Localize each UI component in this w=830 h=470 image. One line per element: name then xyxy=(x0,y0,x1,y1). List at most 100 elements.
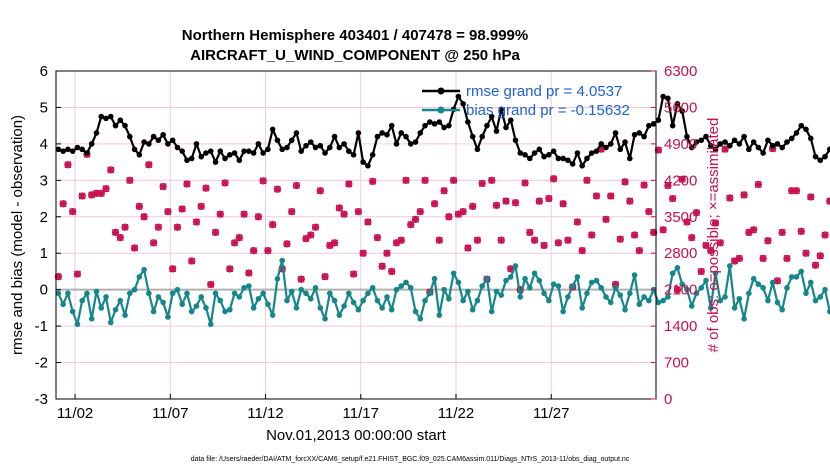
rmse-point xyxy=(231,150,238,156)
obs-assimilated-point xyxy=(507,265,515,273)
obs-assimilated-point xyxy=(521,179,529,187)
bias-point xyxy=(717,297,724,304)
rmse-point xyxy=(203,150,209,156)
legend-bias-label: bias grand pr = -0.15632 xyxy=(466,102,630,119)
rmse-point xyxy=(117,117,124,123)
obs-assimilated-point xyxy=(364,218,372,226)
obs-assimilated-point xyxy=(735,254,743,262)
y-right-tick-label: 4900 xyxy=(664,136,697,153)
obs-assimilated-point xyxy=(650,228,658,236)
bias-point xyxy=(679,281,685,288)
obs-assimilated-point xyxy=(688,234,696,242)
rmse-point xyxy=(384,131,390,138)
rmse-point xyxy=(331,133,338,140)
obs-assimilated-point xyxy=(821,231,829,239)
rmse-series xyxy=(55,93,830,169)
bias-point xyxy=(69,308,76,315)
y-left-tick-label: 4 xyxy=(40,136,48,153)
obs-assimilated-point xyxy=(773,277,781,285)
rmse-point xyxy=(236,157,243,164)
rmse-point xyxy=(636,130,643,136)
rmse-point xyxy=(179,148,185,154)
rmse-point xyxy=(107,113,114,120)
bias-point xyxy=(131,286,138,293)
obs-assimilated-point xyxy=(78,192,86,200)
bias-point xyxy=(822,286,828,293)
bias-point xyxy=(736,295,743,302)
bias-point xyxy=(107,319,114,326)
y-axis-right-label: # of obs: o=possible; ×=assimilated xyxy=(705,118,722,353)
x-tick-label: 11/02 xyxy=(57,405,93,422)
obs-assimilated-point xyxy=(178,205,186,213)
bias-point xyxy=(807,279,814,286)
bias-point xyxy=(660,297,666,304)
rmse-point xyxy=(703,133,709,140)
rmse-point xyxy=(646,122,652,129)
rmse-point xyxy=(612,130,619,136)
obs-assimilated-point xyxy=(664,182,672,190)
obs-assimilated-point xyxy=(621,178,629,186)
bias-point xyxy=(655,299,662,306)
bias-point xyxy=(698,285,705,291)
bias-point xyxy=(293,305,300,311)
rmse-point xyxy=(584,155,590,162)
obs-assimilated-point xyxy=(354,208,362,216)
obs-assimilated-point xyxy=(369,177,377,185)
rmse-point xyxy=(469,133,476,140)
obs-assimilated-point xyxy=(526,228,534,236)
obs-assimilated-point xyxy=(216,210,224,218)
obs-assimilated-point xyxy=(321,273,329,281)
bias-point xyxy=(74,321,81,328)
bias-point xyxy=(312,285,319,291)
bias-point xyxy=(665,294,671,300)
bias-point xyxy=(403,279,409,286)
obs-assimilated-point xyxy=(97,189,105,197)
bias-point xyxy=(150,308,157,315)
obs-assimilated-point xyxy=(802,249,810,257)
bias-point xyxy=(541,290,547,297)
y-left-tick-label: 1 xyxy=(40,245,48,262)
bias-point xyxy=(207,321,214,328)
bias-point xyxy=(765,297,771,304)
rmse-point xyxy=(365,162,371,169)
obs-assimilated-point xyxy=(531,236,539,244)
rmse-point xyxy=(460,101,466,107)
x-tick-label: 11/07 xyxy=(152,405,188,422)
obs-assimilated-point xyxy=(702,241,710,249)
bias-point xyxy=(793,274,800,280)
obs-assimilated-point xyxy=(473,236,481,244)
bias-point xyxy=(174,286,181,293)
x-axis-label: Nov.01,2013 00:00:00 start xyxy=(266,427,447,444)
bias-point xyxy=(84,290,90,297)
obs-assimilated-point xyxy=(669,195,677,203)
rmse-point xyxy=(817,157,824,164)
bias-point xyxy=(707,305,714,311)
x-axis-ticks: 11/02 11/07 11/12 11/17 11/22 11/27 xyxy=(57,394,569,422)
bias-point xyxy=(227,306,233,313)
bias-point xyxy=(779,306,785,313)
bias-point xyxy=(788,274,795,280)
obs-assimilated-point xyxy=(59,200,67,208)
bias-point xyxy=(165,314,171,320)
obs-assimilated-point xyxy=(654,146,662,154)
obs-assimilated-point xyxy=(331,239,339,247)
bias-point xyxy=(103,294,109,300)
obs-assimilated-point xyxy=(792,187,800,195)
bias-point xyxy=(703,277,709,284)
bias-point xyxy=(503,277,509,284)
bias-point xyxy=(241,285,247,291)
y-right-tick-label: 2800 xyxy=(664,245,697,262)
obs-assimilated-point xyxy=(488,176,496,184)
rmse-point xyxy=(765,137,771,144)
obs-assimilated-point xyxy=(454,210,462,218)
rmse-point xyxy=(112,122,119,129)
rmse-point xyxy=(255,141,262,147)
obs-assimilated-point xyxy=(340,210,348,218)
rmse-point xyxy=(350,152,357,158)
obs-assimilated-point xyxy=(726,194,734,202)
obs-assimilated-point xyxy=(245,269,253,277)
y-right-tick-label: 1400 xyxy=(664,318,697,335)
bias-point xyxy=(769,279,776,286)
y-right-tick-label: 700 xyxy=(664,355,689,372)
